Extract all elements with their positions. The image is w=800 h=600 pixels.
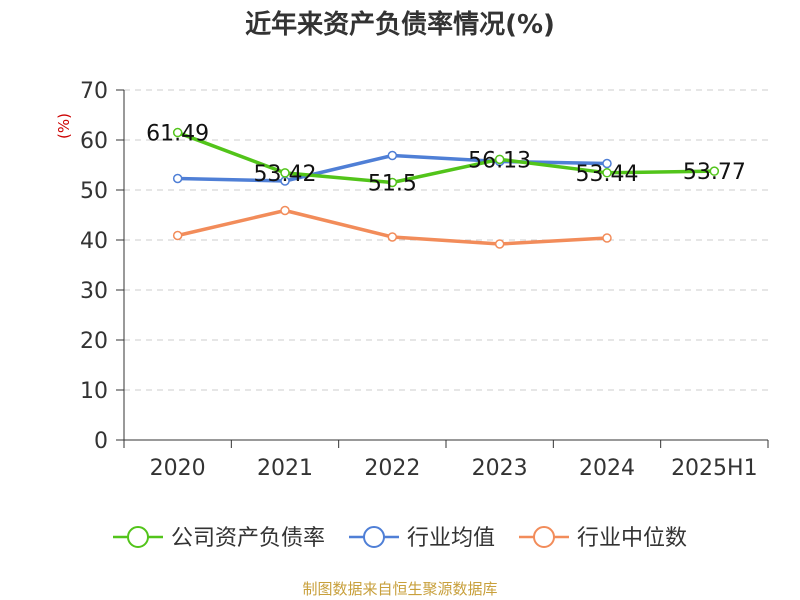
series-2-point-2020 bbox=[172, 230, 183, 241]
series-1-point-2024 bbox=[602, 158, 612, 169]
source-note: 制图数据来自恒生聚源数据库 bbox=[302, 580, 497, 598]
series-1-point-2022 bbox=[387, 150, 398, 161]
y-tick-label-60: 60 bbox=[80, 129, 108, 154]
legend-label-2: 行业中位数 bbox=[577, 526, 687, 551]
legend-marker-1 bbox=[363, 526, 385, 548]
x-tick-label-2023: 2023 bbox=[472, 456, 528, 481]
y-axis-unit-label: (%) bbox=[55, 113, 73, 139]
data-label-2020: 61.49 bbox=[146, 122, 209, 147]
series-0-point-2022 bbox=[387, 177, 398, 188]
y-tick-label-0: 0 bbox=[94, 429, 108, 454]
legend-marker-0 bbox=[127, 526, 149, 548]
x-tick-label-2021: 2021 bbox=[257, 456, 313, 481]
y-tick-label-70: 70 bbox=[80, 79, 108, 104]
series-0-point-2024 bbox=[602, 168, 612, 178]
data-label-2021: 53.42 bbox=[254, 162, 317, 187]
data-label-2025H1: 53.77 bbox=[683, 160, 746, 185]
y-tick-label-10: 10 bbox=[80, 379, 108, 404]
series-2-point-2023 bbox=[494, 239, 505, 249]
data-label-2022: 51.5 bbox=[368, 172, 417, 197]
series-0-point-2025H1 bbox=[709, 166, 720, 176]
series-line-0 bbox=[177, 130, 715, 185]
series-2-point-2024 bbox=[602, 233, 612, 243]
y-tick-label-30: 30 bbox=[80, 279, 108, 304]
y-tick-label-50: 50 bbox=[80, 179, 108, 204]
legend-label-1: 行业均值 bbox=[407, 526, 495, 551]
series-1-point-2020 bbox=[172, 173, 183, 184]
legend-label-0: 公司资产负债率 bbox=[171, 526, 325, 551]
x-tick-label-2022: 2022 bbox=[364, 456, 420, 481]
series-2-point-2022 bbox=[387, 232, 398, 242]
x-tick-label-2024: 2024 bbox=[579, 456, 635, 481]
x-tick-label-2025H1: 2025H1 bbox=[671, 456, 758, 481]
legend: 公司资产负债率 行业均值 行业中位数 bbox=[113, 526, 687, 551]
data-label-2023: 56.13 bbox=[468, 148, 531, 173]
x-tick-label-2020: 2020 bbox=[150, 456, 206, 481]
y-tick-label-40: 40 bbox=[80, 229, 108, 254]
series-0-point-2023 bbox=[494, 154, 505, 165]
data-labels: 61.49 53.42 51.5 56.13 53.44 53.77 bbox=[146, 122, 746, 197]
chart-title: 近年来资产负债率情况(%) bbox=[245, 9, 555, 40]
series-2-point-2021 bbox=[280, 205, 290, 216]
y-tick-label-20: 20 bbox=[80, 329, 108, 354]
series-layer bbox=[172, 127, 720, 249]
legend-marker-2 bbox=[533, 526, 555, 548]
data-label-2024: 53.44 bbox=[576, 162, 639, 187]
series-0-point-2020 bbox=[172, 127, 183, 138]
series-0-point-2021 bbox=[280, 168, 290, 178]
axes: 0 10 20 30 40 50 60 70 2020 2021 2022 2023 2024 2025H… bbox=[80, 79, 769, 481]
